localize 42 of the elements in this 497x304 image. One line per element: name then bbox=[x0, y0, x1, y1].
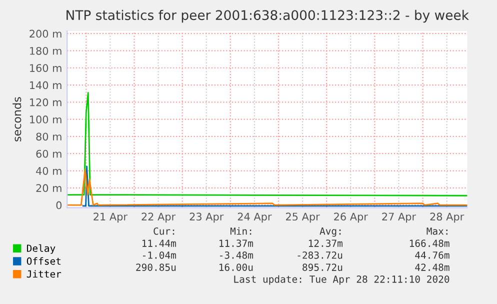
text: -3.48m bbox=[220, 251, 254, 259]
y-tick-label: 120 m bbox=[30, 98, 62, 106]
legend-label: Jitter bbox=[26, 270, 62, 278]
text: 16.00u bbox=[220, 264, 253, 271]
y-tick-label: 80 m bbox=[36, 132, 62, 141]
y-tick-label: 180 m bbox=[30, 46, 62, 55]
y-tick-label: 140 m bbox=[30, 81, 62, 90]
text: Min: bbox=[230, 227, 252, 235]
text: Max: bbox=[426, 228, 448, 235]
text: -1.04m bbox=[143, 251, 176, 259]
text: -283.72u bbox=[298, 251, 342, 259]
legend-label: Offset bbox=[26, 257, 61, 265]
text: 44.76m bbox=[415, 251, 450, 259]
x-tick-label: 27 Apr bbox=[382, 212, 416, 223]
text: Cur: bbox=[154, 227, 174, 235]
x-tick-label: 26 Apr bbox=[334, 212, 368, 223]
y-tick-label: 0 bbox=[56, 201, 62, 210]
x-tick-label: 21 Apr bbox=[94, 212, 128, 223]
chart-title: NTP statistics for peer 2001:638:a000:1123:123::2 - by week bbox=[66, 10, 469, 23]
text: Avg: bbox=[320, 228, 341, 237]
x-tick-label: 25 Apr bbox=[286, 212, 320, 223]
y-tick-label: 160 m bbox=[30, 64, 62, 72]
x-tick-label: 22 Apr bbox=[142, 212, 176, 223]
legend-label: Delay bbox=[27, 244, 56, 254]
line-series bbox=[67, 92, 468, 196]
text: 290.85u bbox=[136, 264, 176, 271]
x-tick-label: 28 Apr bbox=[430, 212, 464, 223]
text: 42.48m bbox=[415, 264, 450, 271]
y-axis-title: seconds bbox=[12, 97, 22, 142]
y-tick-label: 20 m bbox=[36, 184, 62, 192]
text: Last update: Tue Apr 28 22:11:10 2020 bbox=[234, 275, 450, 285]
y-tick-label: 100 m bbox=[30, 116, 62, 124]
text: 11.44m bbox=[142, 240, 176, 247]
y-tick-label: 40 m bbox=[36, 166, 62, 175]
y-tick-label: 200 m bbox=[30, 30, 62, 38]
y-tick-label: 60 m bbox=[36, 150, 62, 158]
x-tick-label: 23 Apr bbox=[190, 212, 224, 223]
x-tick-label: 24 Apr bbox=[238, 212, 272, 223]
text: 895.72u bbox=[302, 264, 342, 271]
text: 166.48m bbox=[410, 240, 450, 247]
text: 12.37m bbox=[308, 240, 342, 247]
text: 11.37m bbox=[220, 240, 254, 247]
